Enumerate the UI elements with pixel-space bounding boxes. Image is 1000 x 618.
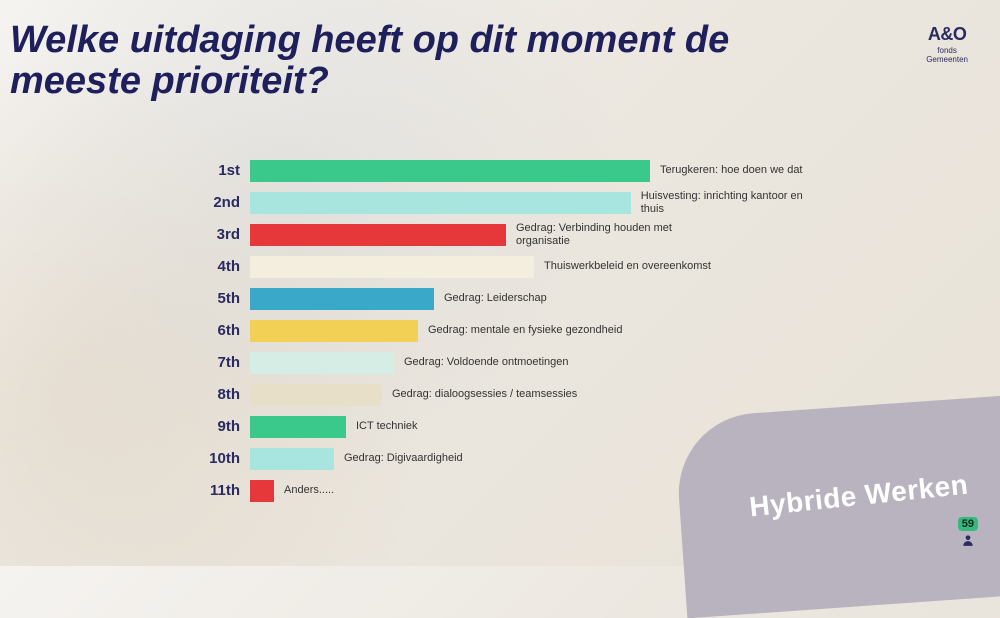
brand-logo: A&O fondsGemeenten bbox=[926, 24, 968, 65]
bar-label: Thuiswerkbeleid en overeenkomst bbox=[544, 260, 711, 273]
bar-label: Gedrag: dialoogsessies / teamsessies bbox=[392, 388, 577, 401]
participant-indicator: 59 bbox=[958, 514, 978, 550]
bar bbox=[250, 160, 650, 182]
bar bbox=[250, 448, 334, 470]
chart-row: 4th Thuiswerkbeleid en overeenkomst bbox=[180, 254, 820, 279]
rank-label: 7th bbox=[180, 354, 250, 371]
person-icon bbox=[958, 533, 978, 550]
bar-wrap: Terugkeren: hoe doen we dat bbox=[250, 160, 820, 182]
bar-wrap: Thuiswerkbeleid en overeenkomst bbox=[250, 256, 820, 278]
bar bbox=[250, 320, 418, 342]
logo-subtext: fondsGemeenten bbox=[926, 47, 968, 65]
bar-wrap: Huisvesting: inrichting kantoor en thuis bbox=[250, 190, 820, 215]
chart-row: 7th Gedrag: Voldoende ontmoetingen bbox=[180, 350, 820, 375]
bar-wrap: Gedrag: mentale en fysieke gezondheid bbox=[250, 320, 820, 342]
participant-count-badge: 59 bbox=[958, 517, 978, 531]
bar-label: Gedrag: Voldoende ontmoetingen bbox=[404, 356, 569, 369]
bar bbox=[250, 256, 534, 278]
bar-label: Anders..... bbox=[284, 484, 334, 497]
bar bbox=[250, 480, 274, 502]
bar-label: ICT techniek bbox=[356, 420, 418, 433]
bar-label: Gedrag: Digivaardigheid bbox=[344, 452, 463, 465]
bar-wrap: Gedrag: dialoogsessies / teamsessies bbox=[250, 384, 820, 406]
bar-wrap: Gedrag: Voldoende ontmoetingen bbox=[250, 352, 820, 374]
bar bbox=[250, 224, 506, 246]
chart-row: 1st Terugkeren: hoe doen we dat bbox=[180, 158, 820, 183]
rank-label: 6th bbox=[180, 322, 250, 339]
bar-label: Gedrag: Leiderschap bbox=[444, 292, 547, 305]
chart-row: 3rd Gedrag: Verbinding houden met organis… bbox=[180, 222, 820, 247]
logo-top-text: A&O bbox=[926, 24, 968, 45]
rank-label: 9th bbox=[180, 418, 250, 435]
bar-label: Gedrag: Verbinding houden met organisati… bbox=[516, 222, 716, 247]
rank-label: 4th bbox=[180, 258, 250, 275]
bar bbox=[250, 416, 346, 438]
bar-label: Terugkeren: hoe doen we dat bbox=[660, 164, 803, 177]
bar-wrap: Gedrag: Verbinding houden met organisati… bbox=[250, 222, 820, 247]
rank-label: 2nd bbox=[180, 194, 250, 211]
chart-row: 8th Gedrag: dialoogsessies / teamsessies bbox=[180, 382, 820, 407]
bar bbox=[250, 192, 631, 214]
chart-row: 6th Gedrag: mentale en fysieke gezondheid bbox=[180, 318, 820, 343]
corner-banner: Hybride Werken bbox=[673, 394, 1000, 618]
bar-wrap: Gedrag: Leiderschap bbox=[250, 288, 820, 310]
chart-row: 2nd Huisvesting: inrichting kantoor en th… bbox=[180, 190, 820, 215]
page-title: Welke uitdaging heeft op dit moment de m… bbox=[10, 20, 830, 102]
rank-label: 5th bbox=[180, 290, 250, 307]
rank-label: 3rd bbox=[180, 226, 250, 243]
rank-label: 10th bbox=[180, 450, 250, 467]
rank-label: 11th bbox=[180, 482, 250, 499]
corner-banner-text: Hybride Werken bbox=[748, 469, 970, 524]
bar-label: Gedrag: mentale en fysieke gezondheid bbox=[428, 324, 622, 337]
bar-label: Huisvesting: inrichting kantoor en thuis bbox=[641, 190, 820, 215]
rank-label: 1st bbox=[180, 162, 250, 179]
bar bbox=[250, 384, 382, 406]
bar bbox=[250, 352, 394, 374]
chart-row: 5th Gedrag: Leiderschap bbox=[180, 286, 820, 311]
rank-label: 8th bbox=[180, 386, 250, 403]
bar bbox=[250, 288, 434, 310]
